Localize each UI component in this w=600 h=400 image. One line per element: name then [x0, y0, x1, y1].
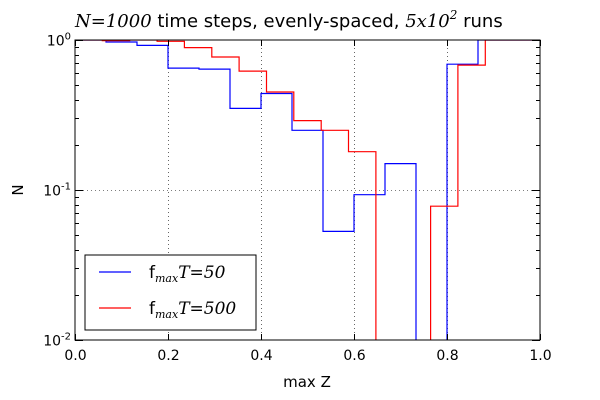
title-runs-exponent: 2	[449, 8, 458, 22]
legend-value: =50	[190, 263, 226, 283]
x-tick-label: 1.0	[529, 348, 551, 364]
x-tick-label: 0.8	[436, 348, 458, 364]
y-ticks: 10-2 10-1 100	[43, 32, 540, 350]
legend-label-fmax-t-50: fmaxT=50	[149, 263, 226, 285]
legend: fmaxT=50 fmaxT=500	[84, 254, 257, 331]
x-tick-label: 0.6	[343, 348, 365, 364]
y-tick-label: 100	[47, 32, 71, 50]
legend-label-fmax-t-500: fmaxT=500	[149, 299, 236, 321]
x-axis-label: max Z	[283, 373, 331, 391]
x-tick-label: 0.2	[157, 348, 179, 364]
legend-prefix: f	[149, 299, 156, 319]
title-n-value: =1000	[91, 11, 152, 32]
y-axis-label: N	[9, 184, 27, 195]
title-middle: time steps, evenly-spaced,	[152, 11, 406, 32]
legend-box	[84, 254, 257, 331]
legend-prefix: f	[149, 263, 156, 283]
title-end: runs	[457, 11, 502, 32]
y-tick-label: 10-2	[43, 332, 71, 350]
x-tick-label: 0.4	[250, 348, 272, 364]
chart-title: N=1000 time steps, evenly-spaced, 5x102 …	[74, 8, 503, 32]
y-tick-label: 10-1	[43, 182, 71, 200]
title-n-symbol: N	[74, 11, 92, 32]
x-ticks: 0.0 0.2 0.4 0.6 0.8 1.0	[64, 40, 552, 364]
legend-value: =500	[190, 299, 237, 319]
grid	[75, 40, 540, 340]
legend-subscript: max	[155, 272, 179, 285]
legend-variable: T	[178, 263, 191, 283]
series-step-line-0	[75, 40, 540, 340]
legend-subscript: max	[155, 308, 179, 321]
title-runs-base: 5x10	[405, 11, 450, 32]
x-tick-label: 0.0	[64, 348, 86, 364]
legend-variable: T	[178, 299, 191, 319]
